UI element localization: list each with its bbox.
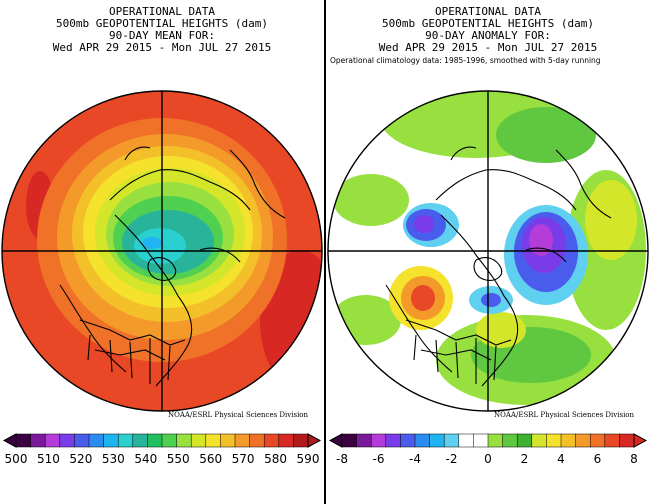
mean-colorbar — [2, 433, 322, 448]
mean-title-line-2: 500mb GEOPOTENTIAL HEIGHTS (dam) — [56, 17, 268, 30]
anomaly-field-south-yellow — [476, 312, 526, 348]
mean-colorbar-tick-label: 560 — [199, 452, 223, 466]
mean-colorbar-segment — [249, 433, 265, 448]
anomaly-title-line-4: Wed APR 29 2015 - Mon JUL 27 2015 — [378, 41, 598, 54]
anomaly-field-west-green — [333, 174, 409, 226]
anomaly-colorbar-segment — [619, 433, 635, 448]
mean-colorbar-segment — [15, 433, 32, 448]
anomaly-colorbar-segment — [341, 433, 358, 448]
anomaly-colorbar-segment — [604, 433, 620, 448]
climatology-note: Operational climatology data: 1985-1996,… — [330, 56, 601, 65]
mean-colorbar-segment — [44, 433, 61, 448]
anomaly-field-north-green-strong — [496, 107, 596, 163]
mean-colorbar-tick-label: 570 — [231, 452, 255, 466]
anomaly-colorbar-tick-label: -6 — [372, 452, 385, 466]
mean-colorbar-arrow-low — [2, 433, 17, 448]
anomaly-colorbar-tick-label: -8 — [336, 452, 348, 466]
anomaly-field-low-west-core — [414, 215, 434, 233]
anomaly-field-low-central-core — [481, 293, 501, 307]
anomaly-colorbar-arrow-low — [328, 433, 343, 448]
anomaly-colorbar-tick-label: 8 — [630, 452, 638, 466]
mean-title-line-1: OPERATIONAL DATA — [109, 5, 215, 18]
mean-colorbar-segment — [278, 433, 294, 448]
mean-map-panel: OPERATIONAL DATA 500mb GEOPOTENTIAL HEIG… — [0, 0, 324, 504]
panel-divider — [324, 0, 326, 504]
mean-colorbar-segment — [30, 433, 46, 448]
anomaly-polar-map — [327, 90, 649, 412]
mean-colorbar-tick-label: 590 — [296, 452, 320, 466]
anomaly-colorbar-segment — [560, 433, 577, 448]
anomaly-colorbar-tick-label: 6 — [593, 452, 602, 466]
mean-title-line-4: Wed APR 29 2015 - Mon JUL 27 2015 — [52, 41, 272, 54]
anomaly-colorbar-segment — [458, 433, 474, 448]
anomaly-colorbar-segment — [516, 433, 533, 448]
mean-colorbar-segment — [59, 433, 75, 448]
mean-map-credit: NOAA/ESRL Physical Sciences Division — [168, 411, 309, 419]
anomaly-colorbar-tick-label: 4 — [557, 452, 565, 466]
anomaly-colorbar — [328, 433, 648, 448]
mean-colorbar-tick-label: 530 — [101, 452, 125, 466]
mean-colorbar-segment — [103, 433, 119, 448]
mean-colorbar-segment — [117, 433, 134, 448]
mean-title-line-3: 90-DAY MEAN FOR: — [109, 29, 215, 42]
anomaly-colorbar-segment — [575, 433, 591, 448]
anomaly-coastlines — [385, 146, 612, 387]
anomaly-colorbar-tick-label: -2 — [445, 452, 458, 466]
mean-colorbar-segment — [74, 433, 90, 448]
anomaly-colorbar-segment — [487, 433, 504, 448]
mean-colorbar-segment — [220, 433, 236, 448]
anomaly-colorbar-tick-label: 2 — [520, 452, 529, 466]
anomaly-colorbar-arrow-high — [633, 433, 648, 448]
mean-colorbar-tick-label: 550 — [166, 452, 190, 466]
anomaly-colorbar-segment — [385, 433, 401, 448]
mean-colorbar-tick-label: 500 — [4, 452, 28, 466]
anomaly-colorbar-segment — [473, 433, 489, 448]
anomaly-colorbar-segment — [370, 433, 387, 448]
mean-colorbar-tick-label: 580 — [264, 452, 287, 466]
mean-colorbar-segment — [205, 433, 221, 448]
anomaly-colorbar-segment — [443, 433, 460, 448]
anomaly-colorbar-segment — [546, 433, 562, 448]
anomaly-colorbar-segment — [589, 433, 606, 448]
mean-colorbar-segment — [147, 433, 163, 448]
anomaly-colorbar-segment — [356, 433, 372, 448]
mean-colorbar-segment — [176, 433, 192, 448]
anomaly-field-high-core — [411, 285, 435, 311]
anomaly-colorbar-segment — [531, 433, 547, 448]
anomaly-colorbar-tick-label: -4 — [409, 452, 421, 466]
anomaly-map-panel: OPERATIONAL DATA 500mb GEOPOTENTIAL HEIG… — [326, 0, 650, 504]
mean-colorbar-tick-label: 520 — [69, 452, 93, 466]
anomaly-colorbar-ticks: -8 -6 -4 -2 0 2 4 6 8 — [326, 452, 650, 468]
anomaly-colorbar-tick-label: 0 — [484, 452, 492, 466]
mean-colorbar-arrow-high — [307, 433, 322, 448]
mean-field-low — [142, 237, 162, 249]
mean-coastlines — [59, 146, 286, 387]
anomaly-title-line-2: 500mb GEOPOTENTIAL HEIGHTS (dam) — [382, 17, 594, 30]
mean-colorbar-segment — [190, 433, 207, 448]
mean-colorbar-segment — [161, 433, 178, 448]
mean-colorbar-tick-label: 540 — [134, 452, 158, 466]
anomaly-colorbar-segment — [400, 433, 416, 448]
anomaly-title-line-3: 90-DAY ANOMALY FOR: — [425, 29, 551, 42]
mean-colorbar-tick-label: 510 — [36, 452, 60, 466]
mean-colorbar-segment — [88, 433, 105, 448]
mean-colorbar-segment — [234, 433, 251, 448]
anomaly-colorbar-segment — [414, 433, 431, 448]
anomaly-title-line-1: OPERATIONAL DATA — [435, 5, 541, 18]
mean-colorbar-segment — [263, 433, 280, 448]
anomaly-colorbar-segment — [502, 433, 518, 448]
anomaly-map-credit: NOAA/ESRL Physical Sciences Division — [494, 411, 635, 419]
anomaly-colorbar-segment — [429, 433, 445, 448]
anomaly-field-east-yellow — [585, 180, 637, 260]
mean-polar-map — [1, 90, 323, 412]
mean-colorbar-segment — [293, 433, 309, 448]
mean-colorbar-segment — [132, 433, 148, 448]
mean-colorbar-ticks: 500 510 520 530 540 550 560 570 580 590 — [0, 452, 324, 468]
